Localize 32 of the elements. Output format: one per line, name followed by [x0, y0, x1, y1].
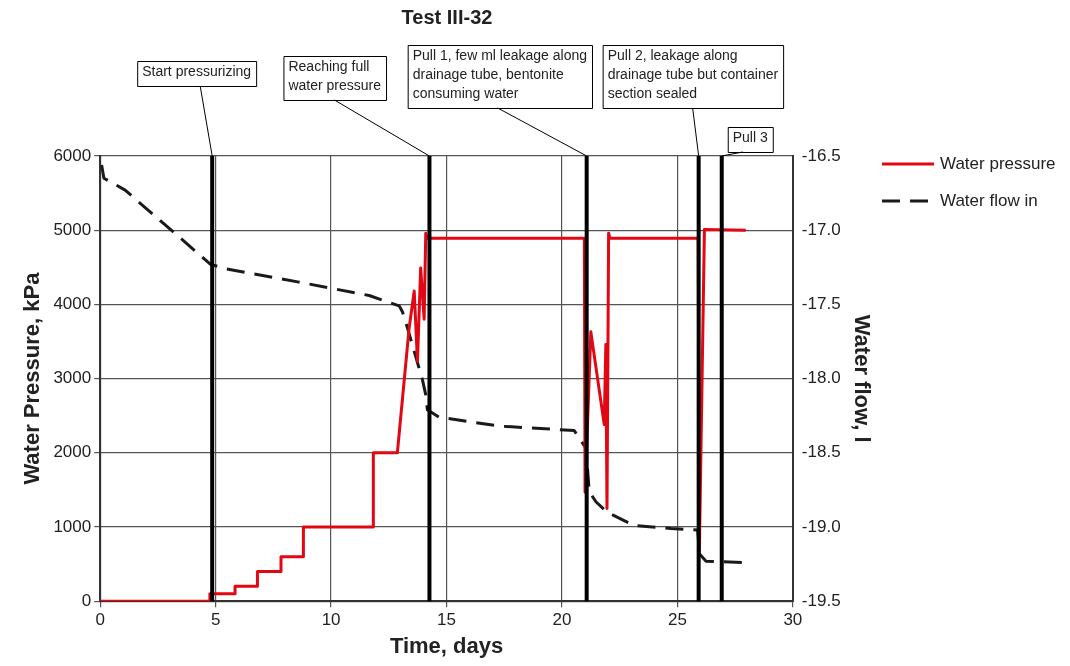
y2-axis-title: Water flow, l [849, 314, 875, 443]
x-tick-label: 15 [437, 610, 456, 630]
y-tick-label: 1000 [53, 516, 92, 536]
ref-line-label: Pull 1, few ml leakage along drainage tube, bentonite consuming water [412, 46, 588, 101]
y2-tick-label: -17.5 [801, 294, 841, 314]
ref-line-label: Pull 3 [732, 128, 768, 145]
x-tick-label: 10 [321, 610, 341, 630]
legend-label: Water flow in [940, 190, 1038, 210]
y-tick-label: 4000 [53, 294, 92, 314]
y-tick-label: 0 [81, 590, 92, 610]
y2-tick-label: -17.0 [801, 219, 841, 239]
ref-line-label: Reaching full water pressure [287, 57, 382, 93]
y-tick-label: 6000 [53, 145, 92, 165]
x-tick-label: 5 [210, 610, 221, 630]
y2-tick-label: -18.5 [801, 442, 841, 462]
x-axis-title: Time, days [389, 632, 504, 658]
y-axis-title: Water Pressure, kPa [19, 271, 45, 485]
y-tick-label: 5000 [53, 219, 92, 239]
x-tick-label: 0 [95, 610, 105, 630]
legend-label: Water pressure [940, 153, 1056, 173]
x-tick-label: 25 [667, 610, 687, 630]
x-tick-label: 20 [552, 610, 572, 630]
ref-line-label: Pull 2, leakage along drainage tube but container section sealed [607, 46, 779, 101]
y-tick-label: 3000 [53, 368, 92, 388]
x-tick-label: 30 [783, 610, 803, 630]
y-tick-label: 2000 [53, 442, 92, 462]
y2-tick-label: -18.0 [801, 368, 841, 388]
chart-title: Test III-32 [401, 5, 493, 28]
y2-tick-label: -19.5 [801, 590, 841, 610]
y2-tick-label: -19.0 [801, 516, 841, 536]
y2-tick-label: -16.5 [801, 145, 841, 165]
ref-line-label: Start pressurizing [142, 62, 252, 79]
